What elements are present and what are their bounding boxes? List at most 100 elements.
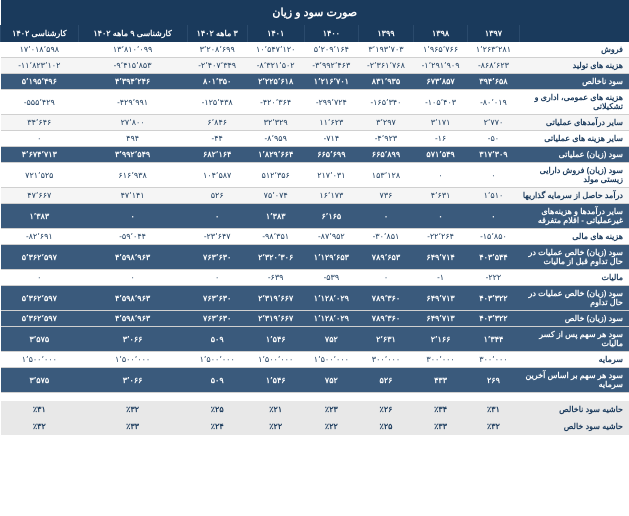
data-cell: ۱٬۳۸۳ [1,204,79,229]
data-cell: ۰ [78,204,187,229]
data-cell: ۳٬۲۰۸٬۶۹۹ [187,42,247,58]
data-cell: -۴۲۹٬۹۹۱ [78,90,187,115]
data-cell: ۳٬۵۷۵ [1,327,79,352]
data-cell: ۳۱۷٬۳۰۹ [468,147,519,163]
data-cell: ۴٬۵۹۸٬۹۶۳ [78,311,187,327]
data-cell: ۳۰۰٬۰۰۰ [413,352,468,368]
data-cell: -۲٬۴۰۷٬۳۴۹ [187,58,247,74]
table-row: سایر درآمدها و هزینه‌های غیرعملیاتی - اق… [1,204,629,229]
data-cell: -۳۰٬۸۵۱ [359,229,414,245]
row-label: سایر درآمدهای عملیاتی [519,115,629,131]
data-cell: ۴٬۶۷۴٬۷۱۳ [1,147,79,163]
data-cell: -۵۵۵٬۴۲۹ [1,90,79,115]
table-row: سود هر سهم پس از کسر مالیات۱٬۳۴۴۲٬۱۶۶۲٬۶… [1,327,629,352]
footer-label: حاشیه سود ناخالص [519,401,629,418]
data-cell: -۱٬۲۹۱٬۹۰۹ [413,58,468,74]
col-header: کارشناسی ۹ ماهه ۱۴۰۲ [78,25,187,42]
col-header: کارشناسی ۱۴۰۲ [1,25,79,42]
row-label: هزینه های تولید [519,58,629,74]
data-cell: ۰ [359,270,414,286]
data-cell: ۶۱۶٬۹۳۸ [78,163,187,188]
data-cell: ۶٬۱۶۵ [304,204,359,229]
table-row: مالیات-۲۲۲-۱۰-۵۳۹-۶۳۹۰۰۰ [1,270,629,286]
data-cell: ۱٬۳۸۳ [247,204,304,229]
data-cell: ۵٬۳۶۲٬۵۹۷ [1,245,79,270]
data-cell: ۲۶۹ [468,368,519,393]
footer-cell: ٪۳۱ [468,401,519,418]
data-cell: ۱٬۱۲۸٬۰۲۹ [304,286,359,311]
data-cell: -۹۸٬۳۵۱ [247,229,304,245]
data-cell: -۷۱۴ [304,131,359,147]
data-cell: ۳٬۹۹۲٬۵۴۹ [78,147,187,163]
table-row: سایر هزینه های عملیاتی-۵۰-۱۶-۴٬۹۲۳-۷۱۴-۸… [1,131,629,147]
data-cell: ۱۷٬۰۱۸٬۵۹۸ [1,42,79,58]
table-row: سود ناخالص۳۹۴٬۶۵۸۶۷۳٬۸۵۷۸۳۱٬۹۳۵۱٬۲۱۶٬۷۰۱… [1,74,629,90]
data-cell: -۲۹۹٬۷۲۴ [304,90,359,115]
footer-cell: ٪۲۱ [247,401,304,418]
data-cell: ۰ [187,204,247,229]
data-cell: -۱۶ [413,131,468,147]
footer-cell: ٪۲۶ [359,401,414,418]
data-cell: ۱٬۵۱۰ [468,188,519,204]
data-cell: ۲٬۲۲۵٬۶۱۸ [247,74,304,90]
footer-cell: ٪۲۵ [359,418,414,435]
data-cell: ۱٬۸۲۹٬۶۶۴ [247,147,304,163]
footer-row: حاشیه سود ناخالص٪۳۱٪۳۴٪۲۶٪۲۳٪۲۱٪۲۵٪۳۲٪۳۱ [1,401,629,418]
data-cell: ۷۸۹٬۳۶۰ [359,311,414,327]
data-cell: ۶۴۹٬۷۱۴ [413,245,468,270]
data-cell: ۰ [187,270,247,286]
data-cell: ۰ [413,204,468,229]
data-cell: ۱۱٬۶۲۳ [304,115,359,131]
table-title: صورت سود و زیان [1,0,629,25]
data-cell: ۱۳٬۸۱۰٬۰۹۹ [78,42,187,58]
footer-cell: ٪۳۳ [413,418,468,435]
data-cell: ۳۰۰٬۰۰۰ [359,352,414,368]
data-cell: -۸٬۳۲۱٬۵۰۲ [247,58,304,74]
data-cell: ۴۷٬۱۴۱ [78,188,187,204]
data-cell: ۷۵۲ [304,327,359,352]
footer-cell: ٪۳۲ [468,418,519,435]
data-cell: ۱٬۲۱۶٬۷۰۱ [304,74,359,90]
data-cell: ۶٬۸۴۶ [187,115,247,131]
data-cell: ۵۰۹ [187,368,247,393]
data-cell: ۱٬۵۰۰٬۰۰۰ [187,352,247,368]
data-cell: -۶۳۹ [247,270,304,286]
data-cell: -۸۰٬۰۱۹ [468,90,519,115]
data-cell: ۰ [468,204,519,229]
row-label: سود (زیان) خالص عملیات در حال تداوم [519,286,629,311]
data-cell: ۳٬۱۹۳٬۷۰۳ [359,42,414,58]
data-cell: ۴۷٬۶۶۷ [1,188,79,204]
data-cell: ۴٬۵۹۸٬۹۶۳ [78,286,187,311]
table-row: هزینه های مالی-۱۵٬۸۵۰-۲۲٬۲۶۴-۳۰٬۸۵۱-۸۷٬۹… [1,229,629,245]
data-cell: ۱٬۵۰۰٬۰۰۰ [304,352,359,368]
row-label: هزینه های عمومی، اداری و تشکیلاتی [519,90,629,115]
data-cell: ۶۴۹٬۷۱۳ [413,286,468,311]
data-cell: -۸۶۸٬۶۲۳ [468,58,519,74]
table-header-row: ۱۳۹۷ ۱۳۹۸ ۱۳۹۹ ۱۴۰۰ ۱۴۰۱ ۳ ماهه ۱۴۰۲ کار… [1,25,629,42]
row-label: سود هر سهم پس از کسر مالیات [519,327,629,352]
data-cell: ۳٬۰۶۶ [78,368,187,393]
data-cell: -۴۲۰٬۳۶۴ [247,90,304,115]
table-row: سایر درآمدهای عملیاتی۲٬۷۷۰۳٬۱۷۱۳٬۲۹۷۱۱٬۶… [1,115,629,131]
data-cell: ۸۰۱٬۳۵۰ [187,74,247,90]
row-label: هزینه های مالی [519,229,629,245]
row-label: سود ناخالص [519,74,629,90]
data-cell: ۳٬۵۷۵ [1,368,79,393]
data-cell: ۳٬۱۷۱ [413,115,468,131]
data-cell: ۱۰٬۵۴۷٬۱۲۰ [247,42,304,58]
table-row: سود (زیان) خالص عملیات در حال تداوم قبل … [1,245,629,270]
data-cell: ۱٬۵۰۰٬۰۰۰ [78,352,187,368]
data-cell: -۹٬۴۱۵٬۸۵۳ [78,58,187,74]
table-row: سود (زیان) خالص عملیات در حال تداوم۴۰۳٬۳… [1,286,629,311]
footer-cell: ٪۳۱ [1,401,79,418]
table-row: هزینه های عمومی، اداری و تشکیلاتی-۸۰٬۰۱۹… [1,90,629,115]
data-cell: ۱۵۳٬۱۲۸ [359,163,414,188]
row-label: فروش [519,42,629,58]
data-cell: ۵٬۳۶۲٬۵۹۷ [1,286,79,311]
row-label: سود هر سهم بر اساس آخرین سرمایه [519,368,629,393]
col-header: ۱۳۹۹ [359,25,414,42]
data-cell: ۵٬۲۰۹٬۱۶۴ [304,42,359,58]
data-cell: ۴۳۳ [413,368,468,393]
data-cell: ۴٬۶۳۱ [413,188,468,204]
data-cell: ۷۵۲ [304,368,359,393]
